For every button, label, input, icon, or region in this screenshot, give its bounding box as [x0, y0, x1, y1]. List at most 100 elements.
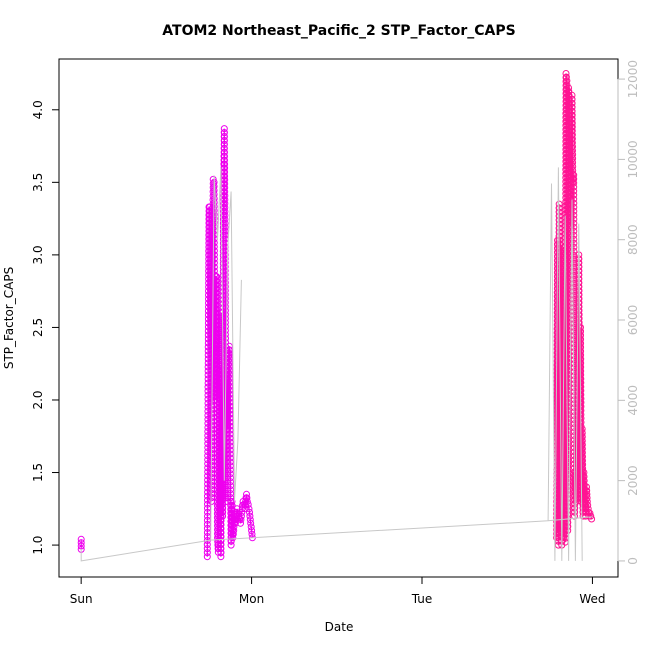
y-axis-label: STP_Factor_CAPS [2, 267, 16, 369]
series-0-point [233, 505, 241, 513]
series-1-point [568, 115, 576, 123]
series-1-point [570, 207, 578, 215]
series-1-point [568, 131, 576, 139]
series-0-point [230, 527, 238, 535]
series-0-point [243, 490, 250, 498]
series-0-point [226, 394, 234, 402]
series-0-point [219, 512, 227, 520]
y-tick-label: 1.0 [31, 536, 45, 555]
series-1-point [570, 231, 578, 239]
series-0-point [213, 321, 221, 329]
series-0-point [246, 516, 254, 524]
series-1-point [570, 247, 578, 255]
series-0-point [221, 176, 229, 184]
series-0-point [227, 486, 235, 494]
series-0-point [222, 490, 230, 498]
series-1-point [568, 95, 576, 103]
series-1-point [568, 144, 576, 152]
series-0-point [226, 422, 234, 430]
y2-tick-label: 8000 [626, 224, 640, 255]
series-1-point [579, 453, 586, 461]
series-1-point [569, 170, 577, 178]
series-0-point [247, 523, 255, 531]
series-0-point [226, 398, 234, 406]
series-1-point [570, 179, 578, 187]
series-0-point [230, 523, 238, 531]
series-1-point [570, 171, 578, 179]
series-0-point [222, 486, 230, 494]
series-0-point [217, 517, 225, 525]
series-1-point [568, 135, 576, 143]
series-1-point [584, 505, 592, 513]
series-1-point [568, 111, 576, 119]
x-tick-label: Wed [579, 592, 605, 606]
y2-tick-label: 6000 [626, 305, 640, 336]
series-0-point [243, 494, 251, 502]
series-0-point [221, 172, 229, 180]
series-0-point [237, 516, 245, 524]
series-0-point [210, 239, 218, 247]
series-1-point [575, 335, 583, 342]
series-1-point [569, 155, 577, 163]
series-1-point [583, 498, 591, 505]
series-0-point [204, 436, 212, 444]
series-0-point [220, 133, 228, 140]
series-1-point [583, 483, 590, 491]
series-0-point [243, 498, 251, 505]
series-0-point [226, 466, 234, 474]
series-0-point [226, 414, 234, 422]
series-0-point [217, 537, 225, 545]
x-tick-label: Tue [411, 592, 433, 606]
chart-title: ATOM2 Northeast_Pacific_2 STP_Factor_CAP… [162, 23, 515, 39]
series-1-point [569, 159, 577, 166]
series-0-point [210, 219, 218, 227]
series-0-point [221, 200, 229, 208]
series-0-point [213, 289, 221, 297]
series-0-point [220, 144, 228, 152]
series-1-point [568, 128, 576, 135]
series-0-point [246, 508, 253, 516]
series-1-point [569, 143, 576, 151]
series-1-point [564, 423, 572, 431]
series-1-point [584, 501, 592, 509]
series-1-point [565, 84, 573, 92]
y2-tick-label: 12000 [626, 60, 640, 98]
series-0-point [226, 390, 234, 398]
series-0-point [226, 426, 234, 434]
series-0-point [226, 454, 234, 462]
series-1-point [583, 494, 591, 502]
series-1-point [570, 183, 578, 191]
series-0-point [241, 505, 249, 513]
series-0-point [222, 478, 230, 486]
series-0-point [203, 545, 211, 553]
y2-tick-label: 0 [626, 557, 640, 565]
series-0-point [210, 255, 218, 263]
series-0-point [222, 474, 230, 482]
series-0-point [204, 456, 212, 464]
series-0-point [217, 529, 225, 537]
series-1-point [569, 167, 577, 174]
series-1-point [583, 490, 591, 498]
series-0-point [226, 470, 234, 478]
series-0-point [217, 553, 225, 561]
series-0-point [203, 549, 211, 557]
series-0-point [226, 382, 234, 390]
series-1-point [564, 427, 572, 435]
series-1-point [575, 303, 583, 311]
series-0-point [220, 129, 228, 137]
series-1-point [564, 411, 572, 419]
series-0-point [227, 494, 235, 502]
series-0-point [217, 549, 225, 557]
series-1-point [568, 107, 576, 115]
series-0-point [246, 512, 254, 520]
series-1-point [570, 195, 578, 203]
series-1-point [570, 203, 578, 211]
series-1-point [569, 151, 577, 159]
series-1-point [578, 425, 586, 433]
series-1-point [568, 91, 576, 99]
series-0-point [222, 462, 230, 470]
series-0-point [213, 305, 221, 313]
series-1-point [568, 123, 576, 131]
series-1-point [570, 187, 578, 195]
series-0-point [217, 521, 225, 529]
